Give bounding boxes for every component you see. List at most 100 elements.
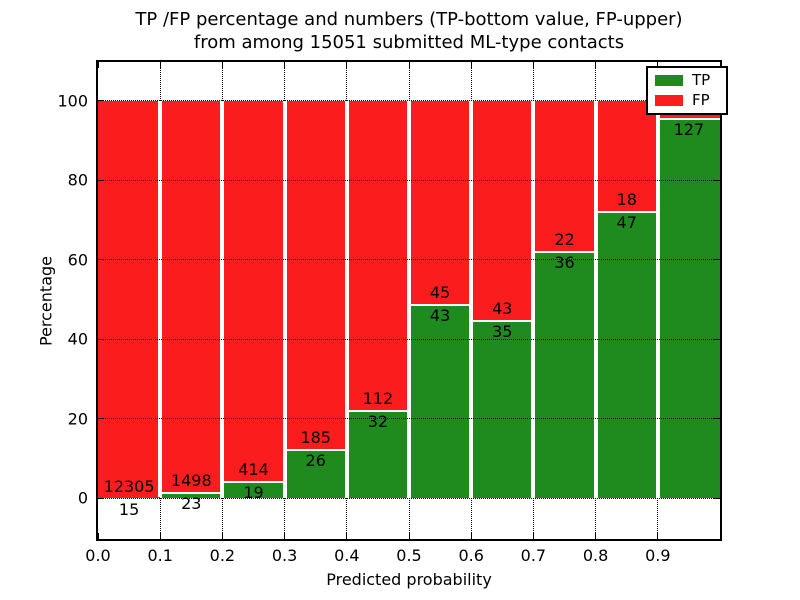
x-tick-label: 0.9 xyxy=(645,546,671,565)
y-tick-label: 60 xyxy=(67,250,88,269)
tp-count-label: 43 xyxy=(429,305,451,325)
fp-bar-segment xyxy=(98,100,161,498)
tp-count-label: 19 xyxy=(243,482,264,502)
x-tick-mark xyxy=(470,62,472,68)
tp-bar-segment xyxy=(533,251,596,498)
x-tick-label: 0.1 xyxy=(147,546,173,565)
legend-label-tp: TP xyxy=(692,71,711,89)
tp-count-label: 47 xyxy=(616,212,637,232)
h-gridline xyxy=(98,259,720,260)
x-tick-mark xyxy=(657,62,659,68)
legend: TP FP xyxy=(646,66,728,115)
h-gridline xyxy=(98,179,720,181)
tp-bar-segment xyxy=(657,118,720,498)
legend-row: FP xyxy=(655,93,719,108)
y-tick-label: 40 xyxy=(67,329,88,349)
x-tick-mark xyxy=(221,533,223,539)
tp-count-label: 36 xyxy=(554,253,575,273)
x-tick-mark xyxy=(657,533,659,539)
plot-area: TP FP 12305 15 1498 23 414 19 185 26 112 32 45 43 43 3… xyxy=(57,60,728,565)
y-tick-mark xyxy=(714,179,720,181)
fp-bar-segment xyxy=(595,100,658,211)
x-tick-mark xyxy=(532,62,534,68)
chart-title-line2: from among 15051 submitted ML-type conta… xyxy=(193,32,625,53)
y-tick-label: 0 xyxy=(77,488,88,508)
x-tick-mark xyxy=(595,62,597,68)
fp-count-label: 414 xyxy=(238,459,269,479)
y-tick-mark xyxy=(714,259,720,260)
chart-title-line1: TP /FP percentage and numbers (TP-bottom… xyxy=(135,9,683,30)
fp-bar-segment xyxy=(409,100,472,304)
y-tick-mark xyxy=(98,338,104,340)
tp-count-label: 23 xyxy=(181,494,202,513)
tp-count-label: 35 xyxy=(492,321,513,341)
fp-count-label: 45 xyxy=(429,282,451,302)
y-tick-mark xyxy=(714,338,720,340)
tp-count-label: 32 xyxy=(367,411,389,431)
x-tick-label: 0.3 xyxy=(271,546,298,565)
h-gridline xyxy=(98,338,720,340)
y-tick-mark xyxy=(98,418,104,419)
x-tick-mark xyxy=(221,62,223,68)
tp-bar-segment xyxy=(471,319,534,498)
fp-bar-segment xyxy=(222,100,285,481)
tp-bar-segment xyxy=(222,480,285,498)
fp-bar-segment xyxy=(533,100,596,252)
x-tick-label: 0.7 xyxy=(520,546,547,565)
h-gridline xyxy=(98,497,720,499)
x-tick-label: 0.6 xyxy=(458,546,484,565)
fp-count-label: 112 xyxy=(362,388,394,408)
y-tick-mark xyxy=(714,418,720,419)
fp-count-label: 18 xyxy=(616,189,637,209)
tp-count-label: 26 xyxy=(305,451,326,470)
x-tick-mark xyxy=(346,62,348,68)
x-tick-label: 0.8 xyxy=(582,546,609,565)
tp-count-label: 127 xyxy=(673,120,705,140)
x-tick-mark xyxy=(284,62,286,68)
y-tick-label: 80 xyxy=(67,170,88,190)
tp-bar-segment xyxy=(595,210,658,498)
y-tick-mark xyxy=(98,497,104,499)
fp-bar-segment xyxy=(284,100,347,449)
fp-count-label: 1498 xyxy=(170,471,212,490)
x-tick-mark xyxy=(159,62,161,68)
y-tick-mark xyxy=(98,100,104,101)
y-tick-mark xyxy=(714,497,720,499)
x-tick-mark xyxy=(284,533,286,539)
legend-row: TP xyxy=(655,73,719,88)
fp-bar-segment xyxy=(471,100,534,320)
y-tick-mark xyxy=(98,179,104,181)
x-tick-label: 0.2 xyxy=(209,546,236,565)
fp-bar-segment xyxy=(160,100,223,492)
chart-title: TP /FP percentage and numbers (TP-bottom… xyxy=(135,8,682,54)
h-gridline xyxy=(98,100,720,101)
x-tick-mark xyxy=(346,533,348,539)
tp-bar-segment xyxy=(346,409,409,498)
x-tick-label: 0.4 xyxy=(334,546,360,565)
h-gridline xyxy=(98,418,720,419)
legend-swatch-tp xyxy=(655,75,683,86)
fp-count-label: 185 xyxy=(300,428,331,447)
legend-swatch-fp xyxy=(655,95,683,106)
x-tick-mark xyxy=(408,62,410,68)
fp-count-label: 22 xyxy=(554,230,575,250)
x-tick-mark xyxy=(595,533,597,539)
fp-count-label: 43 xyxy=(492,298,513,318)
x-tick-mark xyxy=(97,62,99,68)
tp-bar-segment xyxy=(284,449,347,498)
x-tick-label: 0.0 xyxy=(85,546,111,565)
x-tick-mark xyxy=(408,533,410,539)
y-tick-label: 100 xyxy=(57,91,88,110)
x-tick-label: 0.5 xyxy=(396,546,422,565)
y-tick-mark xyxy=(98,259,104,260)
legend-label-fp: FP xyxy=(692,91,710,109)
x-tick-mark xyxy=(97,533,99,539)
y-axis-label: Percentage xyxy=(36,255,56,347)
x-tick-mark xyxy=(470,533,472,539)
x-tick-mark xyxy=(532,533,534,539)
x-axis-label: Predicted probability xyxy=(326,570,492,589)
y-tick-label: 20 xyxy=(67,409,88,428)
tp-count-label: 15 xyxy=(118,499,140,519)
tp-bar-segment xyxy=(409,303,472,498)
